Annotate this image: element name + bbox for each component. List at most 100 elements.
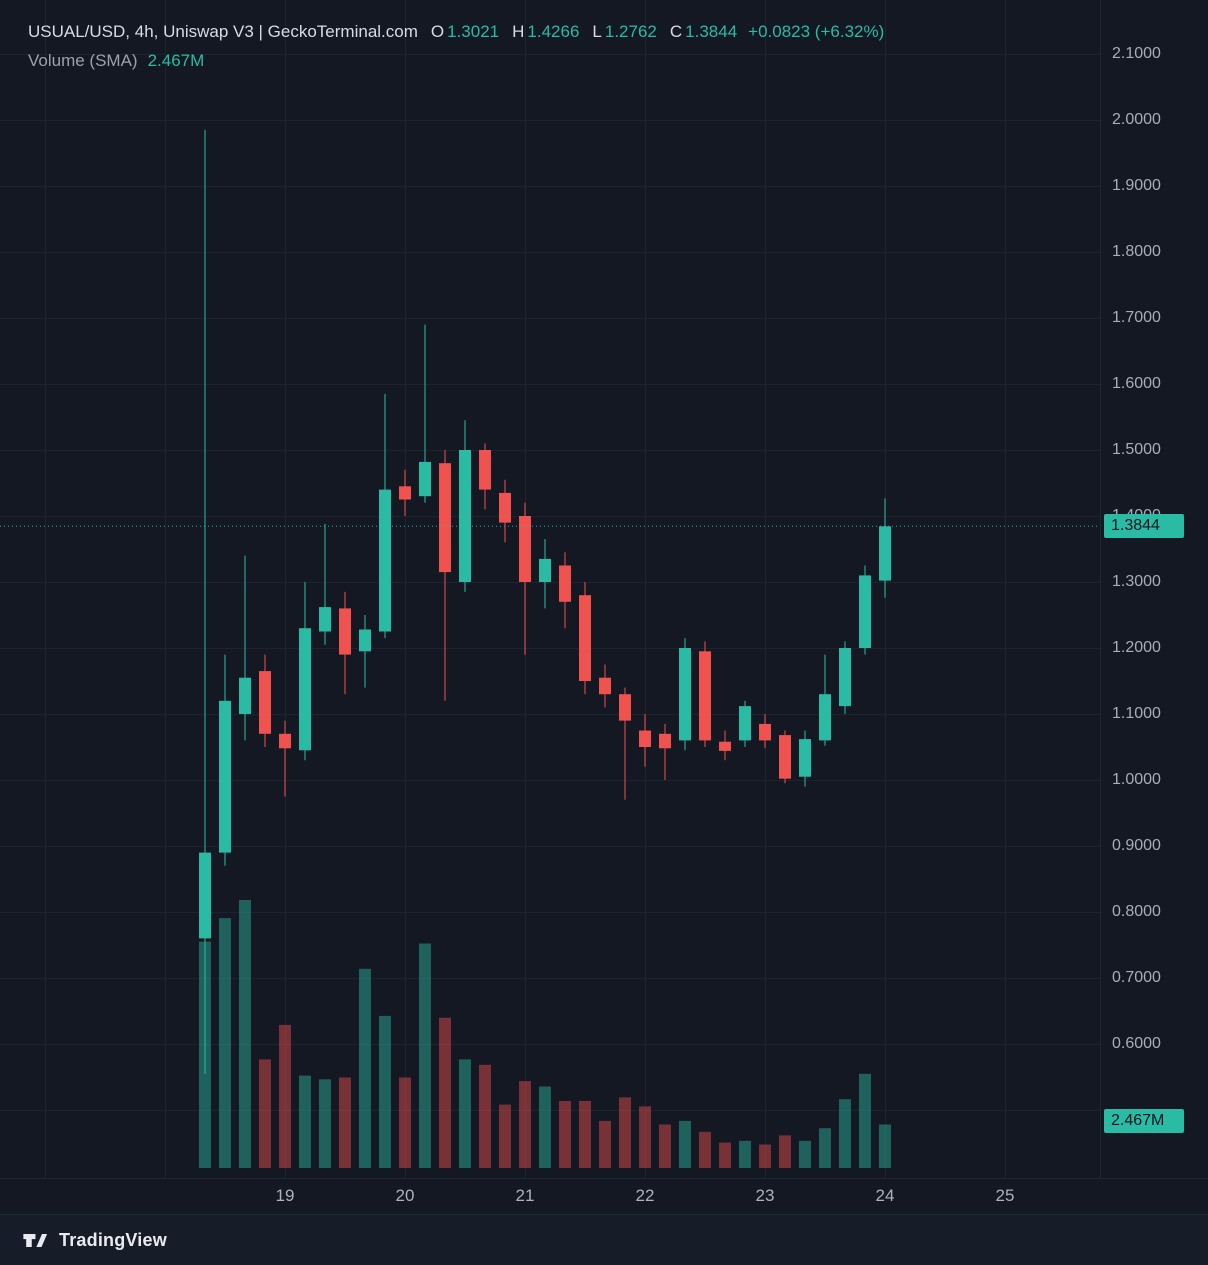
price-tick-label: 0.7000: [1112, 969, 1161, 986]
volume-bar: [499, 1104, 511, 1168]
volume-sma-badge: 2.467M: [1104, 1109, 1184, 1133]
candle-body: [639, 730, 651, 747]
candle-body: [559, 565, 571, 602]
candle-body: [499, 492, 511, 523]
candle-body: [319, 607, 331, 632]
time-axis[interactable]: 19 20 21 22 23 24 25: [0, 1178, 1208, 1215]
price-tick-label: 1.2000: [1112, 639, 1161, 656]
price-tick-label: 1.1000: [1112, 705, 1161, 722]
candle-body: [299, 628, 311, 751]
candle-body: [539, 558, 551, 582]
time-tick-label: 21: [515, 1186, 535, 1205]
candle-body: [719, 741, 731, 751]
open-value: 1.3021: [447, 22, 500, 41]
volume-bar: [339, 1077, 351, 1168]
chart-legend: USUAL/USD, 4h, Uniswap V3 | GeckoTermina…: [28, 22, 884, 71]
price-tick-label: 1.7000: [1112, 309, 1161, 326]
time-tick-label: 22: [635, 1186, 655, 1205]
volume-bar: [519, 1081, 531, 1168]
chart-plot-area[interactable]: [0, 0, 1208, 1178]
volume-bar: [399, 1077, 411, 1168]
volume-bar: [279, 1024, 291, 1168]
candle-body: [439, 463, 451, 573]
candle-body: [459, 450, 471, 582]
time-tick-label: 20: [395, 1186, 415, 1205]
low-value: 1.2762: [604, 22, 657, 41]
volume-bar: [639, 1106, 651, 1168]
volume-bar: [779, 1135, 791, 1168]
symbol-title[interactable]: USUAL/USD, 4h, Uniswap V3 | GeckoTermina…: [28, 22, 418, 41]
volume-bar: [699, 1131, 711, 1168]
candle-body: [799, 739, 811, 777]
candle-body: [879, 526, 891, 581]
candle-body: [659, 733, 671, 749]
candle-body: [759, 723, 771, 741]
price-axis[interactable]: 2.1000 2.0000 1.9000 1.8000 1.7000 1.6000 1.50…: [1100, 0, 1208, 1178]
price-tick-label: 1.6000: [1112, 375, 1161, 392]
price-tick-label: 1.8000: [1112, 243, 1161, 260]
price-tick-label: 1.0000: [1112, 771, 1161, 788]
volume-bar: [659, 1124, 671, 1168]
price-tick-label: 2.1000: [1112, 45, 1161, 62]
candle-body: [699, 651, 711, 741]
volume-bar: [299, 1075, 311, 1168]
candle-body: [199, 852, 211, 939]
volume-bar: [579, 1101, 591, 1168]
price-tick-label: 1.3000: [1112, 573, 1161, 590]
candle-body: [599, 677, 611, 695]
candle-body: [279, 733, 291, 749]
tradingview-logo-icon[interactable]: [22, 1227, 48, 1253]
price-tick-label: 0.6000: [1112, 1035, 1161, 1052]
candle-body: [779, 735, 791, 779]
price-tick-label: 2.0000: [1112, 111, 1161, 128]
attribution-bar: TradingView: [0, 1214, 1208, 1265]
candle-body: [619, 694, 631, 721]
candle-body: [239, 677, 251, 714]
change-value: +0.0823 (+6.32%): [748, 22, 885, 41]
tradingview-brand[interactable]: TradingView: [59, 1229, 167, 1250]
candle-body: [679, 648, 691, 741]
candle-body: [379, 489, 391, 632]
candle-body: [839, 648, 851, 707]
time-tick-label: 24: [875, 1186, 895, 1205]
volume-bars: [199, 900, 891, 1168]
high-label: H: [512, 22, 525, 41]
time-tick-label: 23: [755, 1186, 775, 1205]
volume-bar: [839, 1099, 851, 1168]
price-tick-label: 1.9000: [1112, 177, 1161, 194]
price-tick-label: 0.9000: [1112, 837, 1161, 854]
volume-bar: [359, 968, 371, 1168]
volume-bar: [799, 1140, 811, 1168]
open-label: O: [430, 22, 445, 41]
volume-bar: [419, 943, 431, 1168]
candle-body: [859, 575, 871, 648]
volume-bar: [479, 1064, 491, 1168]
volume-bar: [439, 1017, 451, 1168]
volume-bar: [619, 1097, 631, 1168]
symbol-readout-row: USUAL/USD, 4h, Uniswap V3 | GeckoTermina…: [28, 22, 884, 42]
price-tick-label: 0.8000: [1112, 903, 1161, 920]
volume-bar: [739, 1140, 751, 1168]
volume-bar: [759, 1144, 771, 1168]
candle-body: [339, 608, 351, 655]
volume-bar: [539, 1086, 551, 1168]
candle-body: [819, 694, 831, 741]
volume-bar: [819, 1128, 831, 1168]
volume-bar: [679, 1120, 691, 1168]
low-label: L: [592, 22, 602, 41]
volume-bar: [859, 1073, 871, 1168]
candle-body: [359, 629, 371, 652]
volume-bar: [319, 1079, 331, 1168]
candlestick-chart[interactable]: [0, 0, 1208, 1178]
volume-bar: [239, 900, 251, 1168]
candle-body: [259, 671, 271, 734]
volume-indicator-label[interactable]: Volume (SMA): [28, 51, 138, 70]
candle-body: [479, 450, 491, 490]
candles: [199, 129, 891, 1074]
candle-body: [579, 595, 591, 681]
volume-bar: [559, 1101, 571, 1168]
high-value: 1.4266: [527, 22, 580, 41]
volume-bar: [879, 1124, 891, 1168]
last-price-badge: 1.3844: [1104, 514, 1184, 539]
close-label: C: [669, 22, 683, 41]
